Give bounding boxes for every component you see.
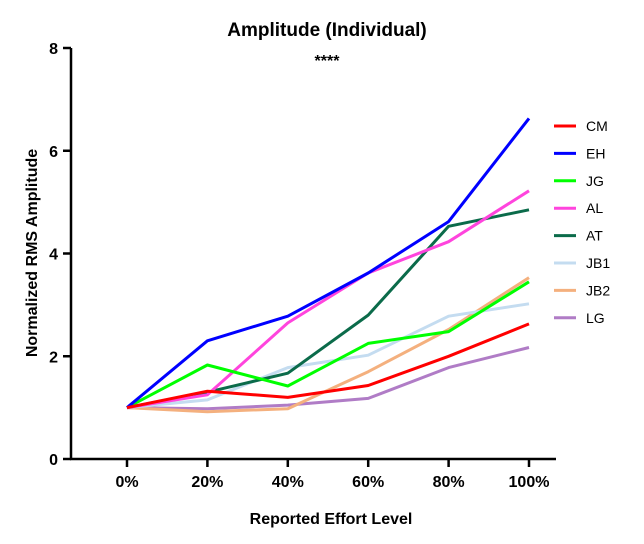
legend-label-at: AT — [586, 228, 603, 244]
legend-label-al: AL — [586, 200, 603, 216]
series-line-jb1 — [126, 302, 530, 410]
series-lines — [126, 117, 531, 414]
series-line-al — [126, 189, 530, 410]
x-axis-label: Reported Effort Level — [250, 511, 413, 528]
chart-title: Amplitude (Individual) — [227, 20, 427, 41]
series-line-cm — [126, 322, 530, 410]
x-tick-label: 40% — [272, 474, 304, 491]
series-line-lg — [126, 346, 530, 411]
y-tick-label: 6 — [49, 144, 58, 161]
series-line-at — [126, 208, 530, 410]
legend-label-lg: LG — [586, 310, 605, 326]
x-tick-label: 100% — [509, 474, 550, 491]
legend-label-eh: EH — [586, 145, 605, 161]
x-tick-label: 60% — [352, 474, 384, 491]
legend-label-jg: JG — [586, 173, 604, 189]
significance-annotation: **** — [315, 53, 341, 70]
x-tick-label: 0% — [115, 474, 138, 491]
legend-label-cm: CM — [586, 118, 608, 134]
y-tick-label: 2 — [49, 349, 58, 366]
x-tick-label: 80% — [433, 474, 465, 491]
y-tick-label: 8 — [49, 41, 58, 58]
series-line-eh — [126, 117, 531, 409]
legend-label-jb2: JB2 — [586, 282, 610, 298]
y-tick-label: 0 — [49, 452, 58, 469]
legend-label-jb1: JB1 — [586, 255, 610, 271]
y-axis-ticks: 0 2 4 6 8 — [49, 41, 71, 469]
x-axis-ticks: 0% 20% 40% 60% 80% 100% — [115, 459, 549, 491]
y-axis-label: Normalized RMS Amplitude — [24, 149, 41, 357]
legend: CM EH JG AL AT JB1 JB2 LG — [554, 118, 610, 326]
x-tick-label: 20% — [191, 474, 223, 491]
series-line-jg — [126, 280, 530, 409]
y-tick-label: 4 — [49, 247, 58, 264]
